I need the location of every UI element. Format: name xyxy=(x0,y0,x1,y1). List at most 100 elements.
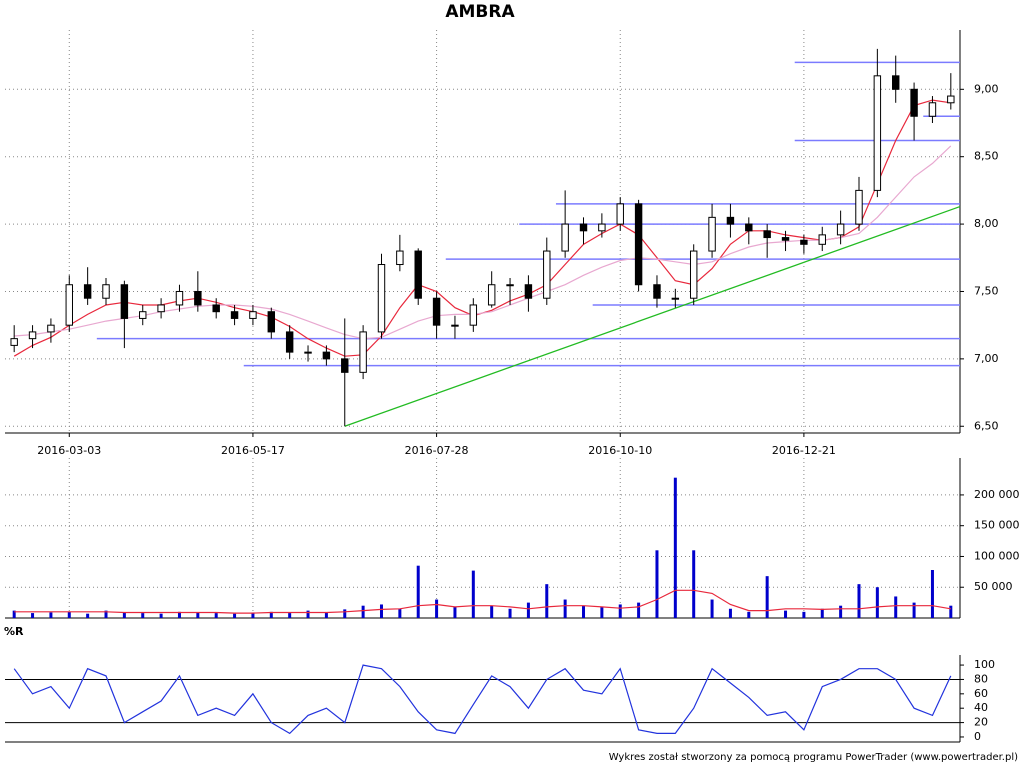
volume-bar xyxy=(618,604,622,618)
y-tick-label: 0 xyxy=(974,730,981,743)
y-tick-label: 6,50 xyxy=(974,419,999,432)
volume-bar xyxy=(582,605,586,618)
volume-bar xyxy=(857,584,861,618)
candle-body xyxy=(653,284,661,299)
volume-bar xyxy=(471,570,475,618)
y-tick-label: 60 xyxy=(974,687,988,700)
candle-body xyxy=(836,223,845,236)
volume-bar xyxy=(637,602,641,618)
volume-bar xyxy=(159,613,163,618)
moving-average xyxy=(14,145,952,340)
y-tick-label: 8,00 xyxy=(974,217,999,230)
y-tick-label: 100 xyxy=(974,658,995,671)
volume-bar xyxy=(655,550,659,618)
candle-body xyxy=(102,284,110,299)
volume-bar xyxy=(784,610,788,618)
candle-body xyxy=(579,223,588,232)
x-tick-label: 2016-07-28 xyxy=(405,444,469,457)
x-tick-label: 2016-05-17 xyxy=(221,444,285,457)
indicator-label: %R xyxy=(4,625,24,638)
volume-bar xyxy=(398,608,402,618)
volume-bar xyxy=(288,613,292,618)
volume-bar xyxy=(343,609,347,618)
candle-body xyxy=(451,324,459,327)
candle-body xyxy=(377,264,386,333)
volume-bar xyxy=(49,612,53,618)
candle-body xyxy=(65,284,73,326)
volume-bar xyxy=(912,602,916,618)
candle-body xyxy=(818,234,826,245)
y-tick-label: 100 000 xyxy=(974,549,1020,562)
candle-body xyxy=(800,239,808,245)
candle-body xyxy=(561,223,569,252)
volume-bar xyxy=(692,550,696,618)
y-tick-label: 9,00 xyxy=(974,82,999,95)
volume-bar xyxy=(67,611,71,618)
volume-bar xyxy=(600,606,604,618)
chart-title: AMBRA xyxy=(445,2,515,22)
volume-bar xyxy=(453,606,457,618)
volume-bar xyxy=(490,605,494,618)
y-tick-label: 150 000 xyxy=(974,519,1020,532)
candle-body xyxy=(892,75,900,90)
candle-body xyxy=(781,237,790,241)
y-tick-label: 50 000 xyxy=(974,580,1013,593)
volume-bar xyxy=(765,576,769,618)
candle-body xyxy=(359,331,367,373)
candle-body xyxy=(873,75,882,191)
y-tick-label: 80 xyxy=(974,672,988,685)
volume-bar xyxy=(508,608,512,618)
volume-bar xyxy=(177,611,181,618)
volume-bar xyxy=(545,584,549,618)
volume-bar xyxy=(122,612,126,618)
candle-body xyxy=(524,284,533,299)
wr-line xyxy=(13,664,952,735)
candle-body xyxy=(139,311,147,319)
volume-bar xyxy=(673,477,677,618)
candle-body xyxy=(855,189,863,225)
candle-body xyxy=(120,284,129,319)
y-tick-label: 200 000 xyxy=(974,488,1020,501)
candle-body xyxy=(249,311,257,319)
volume-bar xyxy=(435,599,439,618)
volume-bar xyxy=(416,565,420,618)
y-tick-label: 7,50 xyxy=(974,284,999,297)
candle-body xyxy=(28,331,37,340)
moving-average xyxy=(13,99,951,357)
candle-body xyxy=(230,311,239,319)
candle-body xyxy=(47,324,55,333)
candle-body xyxy=(598,223,606,232)
candle-body xyxy=(10,338,18,346)
volume-bar xyxy=(839,605,843,618)
candle-body xyxy=(469,304,478,326)
candle-body xyxy=(689,250,698,299)
candle-body xyxy=(947,95,955,104)
candle-body xyxy=(285,331,294,353)
volume-bar xyxy=(214,613,218,618)
volume-bar xyxy=(802,611,806,618)
volume-bar xyxy=(875,587,879,618)
volume-bar xyxy=(141,613,145,618)
x-tick-label: 2016-12-21 xyxy=(772,444,836,457)
volume-bar xyxy=(324,612,328,618)
volume-bar xyxy=(949,605,953,618)
volume-bar xyxy=(86,613,90,618)
volume-bar xyxy=(361,605,365,618)
volume-bar xyxy=(563,599,567,618)
volume-bar xyxy=(269,611,273,618)
candle-body xyxy=(83,284,92,299)
volume-bar xyxy=(526,602,530,618)
y-tick-label: 8,50 xyxy=(974,150,999,163)
volume-bar xyxy=(894,596,898,618)
volume-bar xyxy=(820,608,824,618)
candle-body xyxy=(745,223,753,232)
x-tick-label: 2016-10-10 xyxy=(588,444,652,457)
candle-body xyxy=(414,250,422,299)
candle-body xyxy=(910,88,918,117)
candle-body xyxy=(487,284,496,306)
candle-body xyxy=(267,311,276,333)
candle-body xyxy=(396,250,404,266)
volume-bar xyxy=(104,610,108,618)
volume-bar xyxy=(930,570,934,618)
